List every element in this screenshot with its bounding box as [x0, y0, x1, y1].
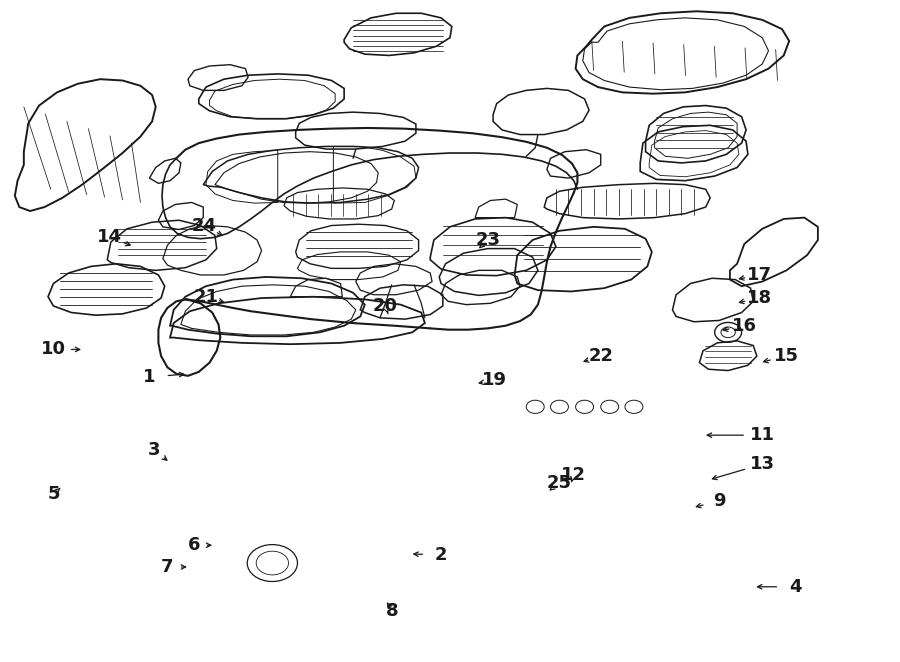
Text: 14: 14	[96, 228, 122, 246]
Text: 2: 2	[435, 546, 447, 564]
Text: 24: 24	[192, 216, 217, 234]
Text: 19: 19	[482, 371, 508, 389]
Text: 22: 22	[589, 347, 613, 365]
Text: 1: 1	[143, 368, 156, 386]
Text: 21: 21	[194, 288, 219, 306]
Text: 25: 25	[547, 473, 572, 492]
Text: 4: 4	[789, 578, 802, 596]
Text: 13: 13	[750, 455, 775, 473]
Text: 18: 18	[747, 289, 772, 307]
Text: 10: 10	[40, 340, 66, 358]
Text: 15: 15	[774, 347, 799, 365]
Text: 11: 11	[750, 426, 775, 444]
Text: 8: 8	[386, 602, 399, 620]
Text: 7: 7	[161, 558, 174, 576]
Text: 5: 5	[47, 485, 59, 504]
Text: 20: 20	[373, 297, 398, 315]
Text: 16: 16	[732, 316, 757, 335]
Text: 23: 23	[475, 231, 500, 249]
Text: 9: 9	[713, 492, 725, 510]
Text: 12: 12	[562, 465, 586, 484]
Text: 3: 3	[148, 441, 160, 459]
Text: 17: 17	[747, 266, 772, 284]
Text: 6: 6	[188, 536, 201, 554]
